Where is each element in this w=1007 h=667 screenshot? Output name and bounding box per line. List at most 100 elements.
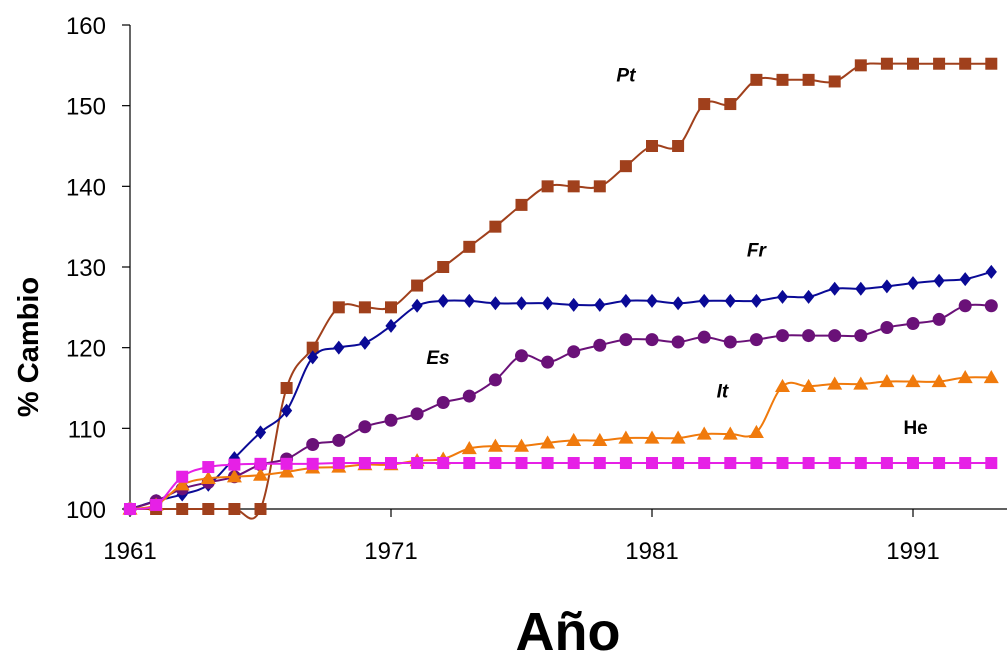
data-point-fr [907, 276, 919, 291]
data-point-he [802, 457, 815, 470]
data-point-he [515, 457, 528, 470]
data-point-fr [750, 293, 762, 308]
series-label-pt: Pt [616, 65, 636, 86]
data-point-es [541, 355, 555, 369]
y-tick-label: 160 [66, 13, 106, 40]
data-point-fr [594, 297, 606, 312]
data-point-it [200, 470, 216, 484]
series-line-fr [129, 270, 992, 510]
series-label-he: He [903, 418, 927, 439]
data-point-he [411, 457, 424, 470]
data-point-es [723, 335, 737, 349]
data-point-he [698, 457, 711, 470]
data-point-it [696, 426, 712, 440]
data-point-pt [385, 301, 397, 314]
series-it [122, 370, 999, 515]
data-point-es [515, 349, 528, 363]
data-point-it [827, 376, 843, 390]
data-point-es [645, 333, 659, 347]
data-point-fr [359, 335, 371, 350]
series-pt [124, 57, 998, 520]
data-point-he [907, 457, 919, 470]
data-point-fr [281, 403, 293, 418]
data-point-fr [254, 425, 267, 440]
data-point-pt [776, 73, 789, 86]
x-tick-label: 1981 [625, 538, 678, 565]
data-point-it [775, 378, 790, 393]
x-tick-label: 1971 [364, 538, 417, 565]
data-point-he [646, 457, 658, 470]
data-point-it [514, 438, 529, 452]
series-label-fr: Fr [747, 241, 768, 262]
data-point-it [983, 370, 999, 384]
data-point-pt [254, 503, 267, 515]
data-point-pt [437, 261, 450, 273]
series-he [124, 457, 998, 515]
data-point-it [644, 430, 660, 444]
data-point-it [618, 430, 634, 444]
data-point-pt [828, 75, 841, 88]
data-point-fr [568, 297, 580, 312]
data-point-pt [907, 57, 919, 70]
data-point-pt [332, 301, 345, 314]
data-point-es [593, 338, 607, 352]
data-point-it [931, 374, 947, 388]
data-point-es [488, 373, 502, 387]
data-point-fr [672, 296, 684, 311]
axes: 100 110 120 130 140 150 160 1961 1971 1981 1991 [66, 13, 1007, 565]
y-tick-label: 150 [66, 94, 106, 121]
data-point-pt [646, 140, 658, 152]
data-point-fr [776, 289, 789, 304]
data-point-he [985, 457, 998, 470]
data-point-he [228, 458, 241, 471]
data-point-es [436, 396, 450, 410]
data-point-it [253, 467, 268, 481]
data-point-pt [463, 240, 476, 253]
data-point-it [487, 438, 503, 452]
data-point-es [932, 312, 946, 326]
data-point-fr [620, 293, 632, 308]
data-point-he [306, 457, 319, 470]
data-point-he [150, 498, 163, 511]
data-point-fr [463, 293, 475, 308]
data-point-fr [881, 279, 893, 294]
data-point-it [174, 477, 190, 491]
data-point-pt [593, 180, 606, 193]
data-point-pt [802, 73, 815, 86]
data-point-he [385, 457, 397, 470]
data-point-it [722, 426, 738, 440]
y-tick-label: 110 [68, 416, 106, 443]
x-axis-title: Año [516, 602, 621, 662]
data-point-fr [959, 272, 971, 287]
data-point-he [880, 457, 893, 470]
data-point-es [410, 407, 424, 421]
data-point-pt [959, 57, 972, 70]
y-tick-label: 100 [66, 497, 106, 524]
data-point-he [358, 457, 371, 470]
data-point-pt [724, 98, 737, 111]
data-point-es [697, 330, 711, 344]
data-point-pt [985, 57, 998, 70]
data-point-he [567, 457, 580, 470]
data-point-es [828, 329, 842, 343]
data-point-pt [306, 341, 319, 354]
data-point-he [254, 457, 267, 470]
data-point-es [619, 333, 633, 347]
data-point-es [880, 321, 894, 334]
data-point-he [489, 457, 502, 470]
data-point-pt [933, 57, 946, 70]
data-point-pt [854, 59, 867, 72]
data-point-he [724, 457, 737, 470]
data-point-fr [333, 340, 345, 355]
data-point-it [670, 430, 686, 444]
data-point-it [279, 464, 295, 478]
data-point-pt [358, 301, 371, 314]
data-point-it [853, 376, 869, 390]
data-point-pt [619, 160, 632, 173]
data-point-pt [228, 503, 241, 515]
data-point-pt [541, 180, 554, 193]
data-point-he [750, 457, 763, 470]
series-line-pt [129, 62, 992, 520]
series-labels: Pt Fr Es It He [426, 65, 927, 439]
